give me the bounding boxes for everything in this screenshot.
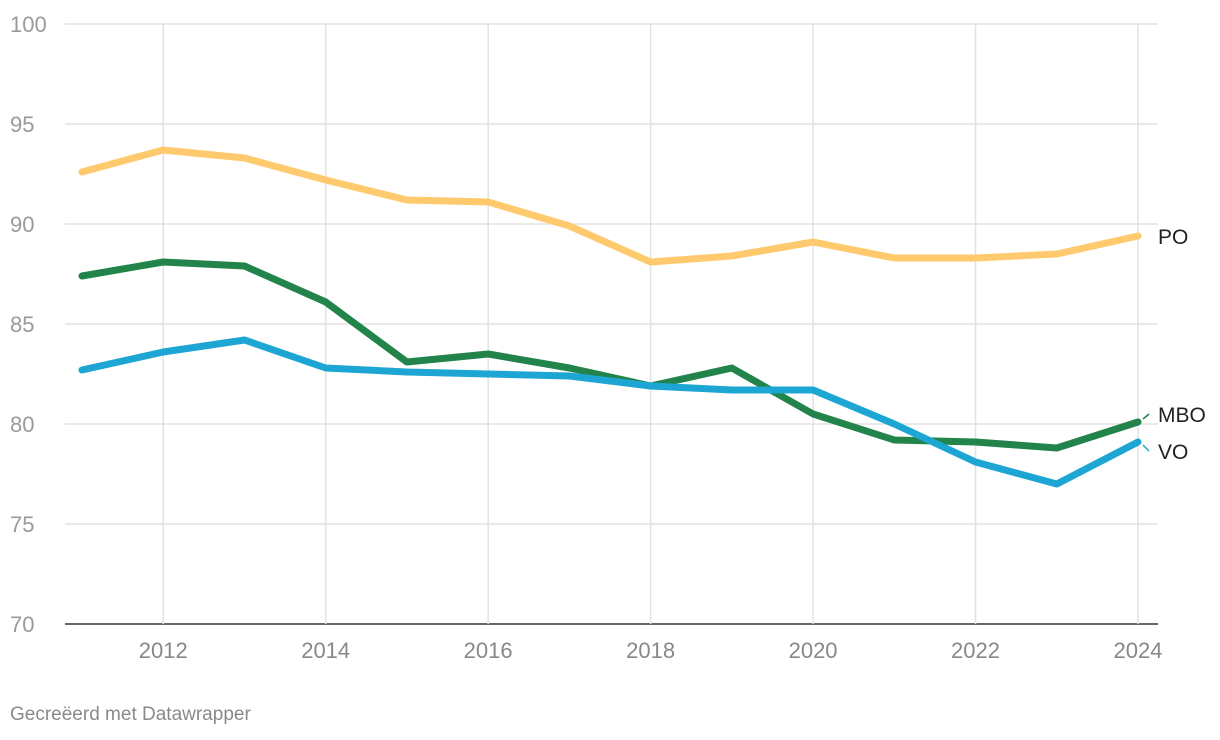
x-tick-label-2022: 2022 xyxy=(951,638,1000,663)
y-tick-label-80: 80 xyxy=(10,412,34,437)
series-leader-vo xyxy=(1142,444,1150,452)
x-tick-label-2016: 2016 xyxy=(464,638,513,663)
y-tick-label-70: 70 xyxy=(10,612,34,637)
credit-text: Gecreëerd met Datawrapper xyxy=(10,704,251,725)
y-tick-label-85: 85 xyxy=(10,312,34,337)
y-tick-label-75: 75 xyxy=(10,512,34,537)
y-tick-label-90: 90 xyxy=(10,212,34,237)
series-line-mbo xyxy=(78,258,1142,452)
x-tick-label-2024: 2024 xyxy=(1114,638,1163,663)
series-line-po xyxy=(78,146,1142,266)
series-line-vo xyxy=(78,336,1142,488)
x-tick-label-2012: 2012 xyxy=(139,638,188,663)
series-leader-mbo xyxy=(1142,413,1150,420)
y-tick-label-100: 100 xyxy=(10,12,47,37)
series-label-mbo: MBO xyxy=(1158,404,1206,427)
x-tick-label-2014: 2014 xyxy=(301,638,350,663)
x-tick-label-2018: 2018 xyxy=(626,638,675,663)
series-label-po: PO xyxy=(1158,226,1188,249)
series-label-vo: VO xyxy=(1158,441,1188,464)
x-tick-label-2020: 2020 xyxy=(789,638,838,663)
y-tick-label-95: 95 xyxy=(10,112,34,137)
